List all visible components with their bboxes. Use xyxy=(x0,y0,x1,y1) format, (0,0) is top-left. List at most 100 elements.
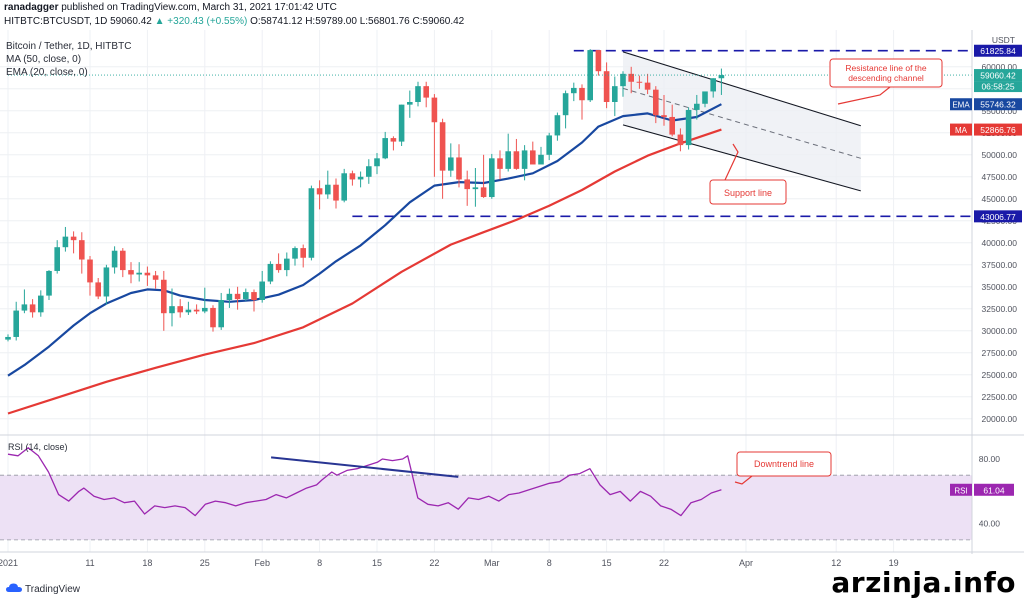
y-tick-label: 35000.00 xyxy=(982,282,1018,292)
last-price-tag xyxy=(974,69,1022,82)
candle-body xyxy=(21,304,28,311)
resistance-line xyxy=(622,51,861,127)
candle-body xyxy=(366,166,372,177)
candle-body xyxy=(267,263,274,282)
x-tick-label: 19 xyxy=(889,558,899,568)
candle-body xyxy=(382,138,388,159)
open-value: O:58741.12 xyxy=(250,16,303,27)
rsi-tick-label: 80.00 xyxy=(979,454,1001,464)
candle-body xyxy=(546,135,552,155)
y-tick-label: 30000.00 xyxy=(982,326,1018,336)
ema-value-name-tag xyxy=(950,98,972,111)
x-tick-label: 11 xyxy=(85,558,94,568)
candle xyxy=(259,270,265,303)
candle-body xyxy=(54,247,60,271)
candle-body xyxy=(128,270,134,275)
x-tick-label: Apr xyxy=(739,558,753,568)
candle xyxy=(702,91,708,108)
chart-legend: Bitcoin / Tether, 1D, HITBTC MA (50, clo… xyxy=(6,40,131,79)
candle xyxy=(382,131,388,160)
y-tick-label: 55000.00 xyxy=(982,106,1018,116)
candle xyxy=(628,66,634,94)
candle-body xyxy=(38,295,44,313)
candle-body xyxy=(79,240,85,260)
tradingview-logo[interactable]: TradingView xyxy=(6,583,80,596)
rsi-title: RSI (14, close) xyxy=(8,442,68,452)
last-value: 59060.42 xyxy=(110,16,152,27)
candle-body xyxy=(620,73,626,87)
candle-body xyxy=(316,188,323,195)
candle xyxy=(513,138,520,170)
candle-body xyxy=(218,300,224,328)
candle-body xyxy=(636,81,643,83)
candle-body xyxy=(571,87,577,94)
candle xyxy=(431,94,438,177)
y-tick-label: 22500.00 xyxy=(982,392,1018,402)
candle xyxy=(193,304,200,315)
x-tick-label: 8 xyxy=(317,558,322,568)
candle xyxy=(530,141,536,165)
candle xyxy=(210,305,216,332)
ma-value-tag xyxy=(974,123,1022,136)
candle xyxy=(325,170,331,199)
x-tick-label: Mar xyxy=(484,558,500,568)
last-price-text: 59060.42 xyxy=(980,71,1016,81)
candle-body xyxy=(308,188,315,258)
candle-body xyxy=(513,151,520,169)
candle-body xyxy=(341,173,347,201)
candle xyxy=(489,153,495,199)
candle xyxy=(169,288,175,327)
ema-value-tag xyxy=(974,98,1022,111)
candle xyxy=(546,132,552,161)
candle-body xyxy=(243,292,249,300)
candle xyxy=(136,262,142,282)
candle xyxy=(38,290,44,317)
candle xyxy=(316,180,323,210)
y-tick-label: 40000.00 xyxy=(982,238,1018,248)
candle-body xyxy=(685,109,692,146)
candle xyxy=(349,170,356,186)
candle xyxy=(636,75,643,89)
candle xyxy=(644,73,651,95)
countdown-tag xyxy=(974,81,1022,93)
publisher-line: ranadagger published on TradingView.com,… xyxy=(4,2,337,13)
candle xyxy=(120,248,126,278)
candle-body xyxy=(95,282,101,297)
candle-body xyxy=(292,248,298,259)
candle xyxy=(300,244,306,268)
candle-body xyxy=(161,279,167,314)
candle xyxy=(152,270,159,289)
candle-body xyxy=(185,309,192,313)
candle xyxy=(251,289,257,312)
candle xyxy=(62,226,69,252)
candle-body xyxy=(357,176,364,180)
ema-line xyxy=(7,103,722,377)
chart-header: ranadagger published on TradingView.com,… xyxy=(0,0,1024,36)
candle-body xyxy=(152,275,159,280)
candle xyxy=(21,289,28,314)
candle-body xyxy=(103,267,110,297)
legend-ma: MA (50, close, 0) xyxy=(6,54,82,65)
candle xyxy=(46,270,52,300)
ema-value-text: 55746.32 xyxy=(980,100,1016,110)
candle-body xyxy=(193,309,200,312)
candle-body xyxy=(407,102,413,105)
candle xyxy=(185,301,192,315)
candle xyxy=(95,278,101,300)
candle-body xyxy=(677,134,684,146)
candle-body xyxy=(644,82,651,90)
candle xyxy=(456,144,462,188)
candle-body xyxy=(70,236,77,241)
rsi-name-tag xyxy=(950,483,972,496)
ma-value-name-tag xyxy=(950,123,972,136)
close-value: C:59060.42 xyxy=(412,16,465,27)
candle-body xyxy=(439,122,446,171)
candle-body xyxy=(177,306,183,313)
ema-value-name-text: EMA xyxy=(952,101,970,110)
candle-body xyxy=(448,157,454,171)
candle xyxy=(612,76,618,117)
x-tick-label: 8 xyxy=(547,558,552,568)
candle-body xyxy=(669,116,675,135)
downtrend-callout-text: Downtrend line xyxy=(754,459,814,469)
